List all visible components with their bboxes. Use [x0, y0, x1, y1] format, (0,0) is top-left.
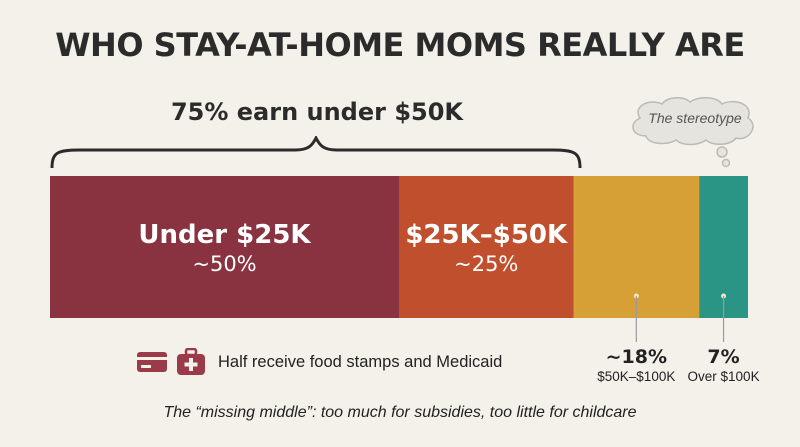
segment-label-under-25k: Under $25K ~50%	[55, 220, 395, 276]
bracket-label: 75% earn under $50K	[170, 98, 464, 126]
segment-label-25k-50k: $25K–$50K ~25%	[386, 220, 586, 276]
segment-under-25k	[50, 176, 399, 318]
segment-label-over-100k: 7% Over $100K	[679, 346, 769, 384]
chart-title: WHO STAY-AT-HOME MOMS REALLY ARE	[55, 26, 745, 64]
credit-card-icon	[137, 352, 167, 372]
segment-name: Under $25K	[138, 220, 311, 250]
benefits-note: Half receive food stamps and Medicaid	[136, 348, 502, 376]
stereotype-label: The stereotype	[648, 110, 742, 126]
thought-cloud	[632, 97, 754, 168]
bracket	[50, 136, 582, 169]
segment-range: Over $100K	[687, 369, 760, 384]
segment-percent: 7%	[707, 346, 740, 368]
benefits-note-text: Half receive food stamps and Medicaid	[218, 352, 503, 371]
segment-percent: ~18%	[605, 346, 668, 368]
segment-range: $50K–$100K	[597, 369, 676, 384]
segment-percent: ~25%	[454, 252, 519, 276]
segment-name: $25K–$50K	[405, 220, 568, 250]
footer-caption: The “missing middle”: too much for subsi…	[163, 404, 637, 421]
segment-label-50k-100k: ~18% $50K–$100K	[581, 346, 691, 384]
segment-25k-50k	[399, 176, 574, 318]
segment-percent: ~50%	[192, 252, 257, 276]
medical-kit-icon	[177, 348, 205, 375]
